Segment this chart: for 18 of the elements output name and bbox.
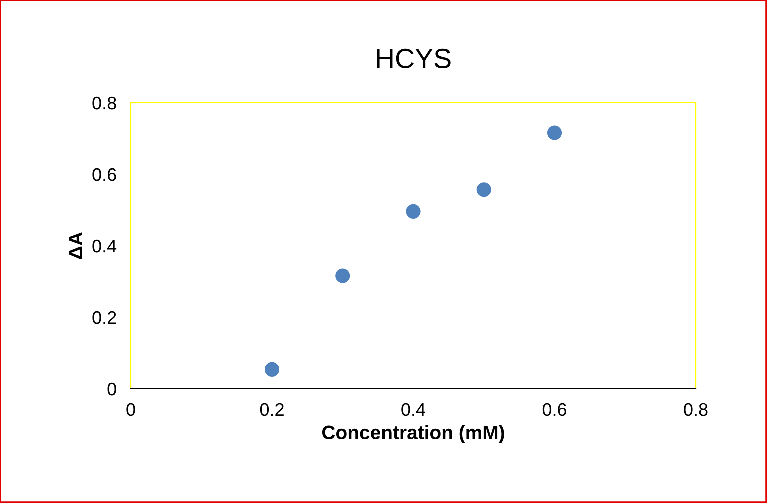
x-tick-label: 0.8 [684, 403, 708, 416]
x-axis-title: Concentration (mM) [322, 425, 504, 444]
y-tick-label: 0.6 [92, 168, 116, 182]
x-tick-label: 0.6 [542, 403, 567, 416]
point [406, 204, 421, 219]
y-axis-title: ΔA [69, 232, 82, 260]
y-tick-label: 0.4 [92, 240, 117, 253]
y-tick-label: 0 [108, 382, 116, 396]
x-tick-label: 0 [126, 403, 136, 416]
x-tick-label: 0.4 [402, 403, 426, 416]
point [264, 362, 280, 377]
point [336, 268, 350, 284]
point [547, 126, 562, 140]
y-tick-label: 0.2 [92, 311, 116, 324]
y-tick-label: 0.8 [92, 96, 116, 110]
x-tick-label: 0.2 [260, 403, 284, 416]
chart-title: HCYS [377, 48, 451, 69]
point [476, 182, 492, 198]
